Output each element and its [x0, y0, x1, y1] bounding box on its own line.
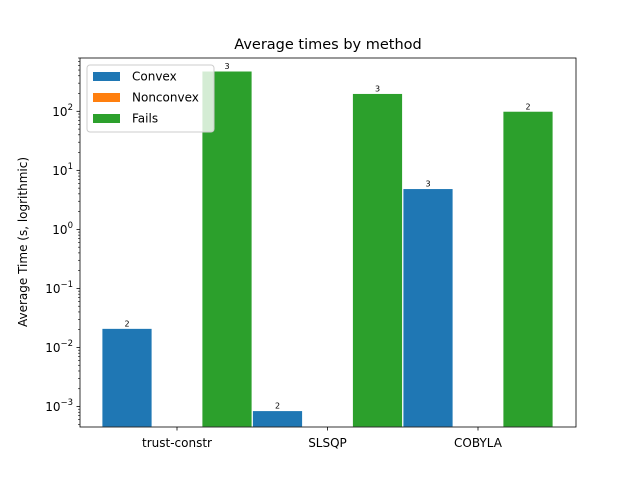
bar-count-label: 2 [525, 102, 530, 111]
y-tick-label: 101 [52, 162, 73, 178]
x-tick-label: COBYLA [454, 436, 503, 450]
bar-fails-2 [502, 110, 554, 428]
y-tick-label: 10−2 [45, 339, 73, 355]
bar-labels-group: 2 2 3 3 3 2 [124, 62, 530, 411]
chart-title: Average times by method [234, 37, 421, 53]
bar-convex-0 [101, 328, 153, 428]
y-tick-label: 10−3 [45, 398, 73, 414]
x-tick-label: SLSQP [308, 436, 347, 450]
bar-count-label: 2 [275, 402, 280, 411]
bar-count-label: 3 [375, 85, 380, 94]
bar-count-label: 3 [224, 62, 229, 71]
bars-group [101, 70, 554, 428]
legend-swatch-fails [93, 114, 120, 123]
legend-swatch-convex [93, 72, 120, 81]
y-tick-label: 100 [52, 221, 73, 237]
bar-convex-2 [402, 188, 454, 428]
legend: Convex Nonconvex Fails [86, 64, 215, 133]
bar-convex-1 [252, 410, 303, 428]
bar-count-label: 3 [425, 180, 430, 189]
axes-group: trust-constr SLSQP COBYLA 10−3 10−2 10−1 100 10… [45, 57, 577, 450]
legend-label-nonconvex: Nonconvex [132, 91, 199, 105]
bar-count-label: 2 [124, 319, 129, 328]
legend-label-convex: Convex [132, 70, 177, 84]
x-tick-label: trust-constr [142, 436, 212, 450]
y-tick-label: 10−1 [45, 280, 73, 296]
y-axis-label: Average Time (s, logrithmic) [16, 157, 30, 327]
y-tick-label: 102 [52, 103, 73, 119]
bar-fails-1 [352, 93, 403, 428]
legend-swatch-nonconvex [93, 93, 120, 102]
legend-label-fails: Fails [132, 112, 158, 126]
